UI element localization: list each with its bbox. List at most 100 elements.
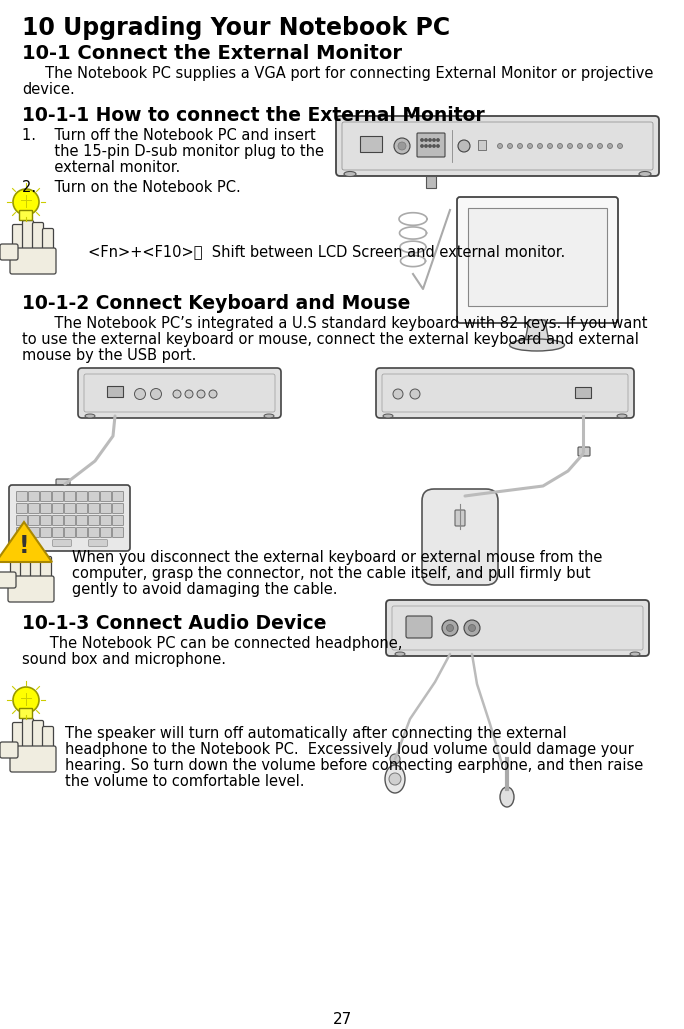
FancyBboxPatch shape <box>88 528 99 537</box>
Circle shape <box>497 143 503 148</box>
FancyBboxPatch shape <box>112 528 124 537</box>
Text: 10-1 Connect the External Monitor: 10-1 Connect the External Monitor <box>22 44 402 63</box>
FancyBboxPatch shape <box>406 616 432 638</box>
Ellipse shape <box>630 652 640 657</box>
Text: The Notebook PC’s integrated a U.S standard keyboard with 82 keys. If you want: The Notebook PC’s integrated a U.S stand… <box>22 316 648 331</box>
FancyBboxPatch shape <box>457 197 618 323</box>
FancyBboxPatch shape <box>455 510 465 526</box>
FancyBboxPatch shape <box>42 726 53 753</box>
Text: sound box and microphone.: sound box and microphone. <box>22 652 226 667</box>
FancyBboxPatch shape <box>40 492 51 501</box>
FancyBboxPatch shape <box>0 742 18 758</box>
Ellipse shape <box>344 172 356 177</box>
Circle shape <box>469 625 475 632</box>
FancyBboxPatch shape <box>112 492 124 501</box>
Circle shape <box>390 754 400 764</box>
Circle shape <box>173 390 181 398</box>
FancyBboxPatch shape <box>20 709 33 718</box>
Circle shape <box>508 143 512 148</box>
Circle shape <box>568 143 573 148</box>
FancyBboxPatch shape <box>53 528 64 537</box>
FancyBboxPatch shape <box>53 539 71 546</box>
Text: the 15-pin D-sub monitor plug to the: the 15-pin D-sub monitor plug to the <box>22 144 324 159</box>
Circle shape <box>185 390 193 398</box>
Circle shape <box>13 687 39 713</box>
FancyBboxPatch shape <box>422 489 498 586</box>
Circle shape <box>429 145 431 147</box>
FancyBboxPatch shape <box>10 746 56 772</box>
FancyBboxPatch shape <box>417 133 445 157</box>
Ellipse shape <box>385 765 405 793</box>
Circle shape <box>577 143 583 148</box>
Text: external monitor.: external monitor. <box>22 159 181 175</box>
Circle shape <box>442 620 458 636</box>
FancyBboxPatch shape <box>77 503 88 513</box>
Text: 2.    Turn on the Notebook PC.: 2. Turn on the Notebook PC. <box>22 180 241 196</box>
Circle shape <box>458 140 470 152</box>
Circle shape <box>398 142 406 150</box>
FancyBboxPatch shape <box>10 553 21 583</box>
Circle shape <box>425 145 428 147</box>
Text: computer, grasp the connector, not the cable itself, and pull firmly but: computer, grasp the connector, not the c… <box>72 566 590 581</box>
Ellipse shape <box>85 414 95 418</box>
FancyBboxPatch shape <box>16 516 27 526</box>
Circle shape <box>433 139 435 141</box>
FancyBboxPatch shape <box>29 503 40 513</box>
FancyBboxPatch shape <box>101 516 111 526</box>
Text: The Notebook PC supplies a VGA port for connecting External Monitor or projectiv: The Notebook PC supplies a VGA port for … <box>22 66 653 81</box>
FancyBboxPatch shape <box>29 492 40 501</box>
Circle shape <box>421 139 423 141</box>
Bar <box>468 208 607 306</box>
Text: mouse by the USB port.: mouse by the USB port. <box>22 348 196 363</box>
Circle shape <box>538 143 542 148</box>
Polygon shape <box>0 522 52 562</box>
Text: 1.    Turn off the Notebook PC and insert: 1. Turn off the Notebook PC and insert <box>22 128 316 143</box>
Circle shape <box>410 389 420 399</box>
Circle shape <box>150 389 161 399</box>
Text: device.: device. <box>22 82 75 97</box>
Text: The speaker will turn off automatically after connecting the external: The speaker will turn off automatically … <box>65 726 566 741</box>
FancyBboxPatch shape <box>64 528 75 537</box>
Circle shape <box>135 389 146 399</box>
FancyBboxPatch shape <box>77 492 88 501</box>
FancyBboxPatch shape <box>16 539 36 546</box>
FancyBboxPatch shape <box>40 528 51 537</box>
FancyBboxPatch shape <box>16 492 27 501</box>
FancyBboxPatch shape <box>31 551 42 583</box>
FancyBboxPatch shape <box>53 492 64 501</box>
FancyBboxPatch shape <box>29 528 40 537</box>
Circle shape <box>464 620 480 636</box>
Circle shape <box>437 145 439 147</box>
FancyBboxPatch shape <box>20 211 33 220</box>
Circle shape <box>437 139 439 141</box>
Circle shape <box>425 139 428 141</box>
FancyBboxPatch shape <box>40 557 51 583</box>
Circle shape <box>429 139 431 141</box>
FancyBboxPatch shape <box>112 503 124 513</box>
Text: gently to avoid damaging the cable.: gently to avoid damaging the cable. <box>72 582 337 597</box>
FancyBboxPatch shape <box>29 516 40 526</box>
Text: 27: 27 <box>332 1012 352 1027</box>
FancyBboxPatch shape <box>89 539 107 546</box>
Text: <Fn>+<F10>：  Shift between LCD Screen and external monitor.: <Fn>+<F10>： Shift between LCD Screen and… <box>65 244 565 259</box>
Text: 10-1-2 Connect Keyboard and Mouse: 10-1-2 Connect Keyboard and Mouse <box>22 294 410 313</box>
Circle shape <box>394 138 410 154</box>
Circle shape <box>598 143 603 148</box>
FancyBboxPatch shape <box>64 516 75 526</box>
Circle shape <box>607 143 612 148</box>
Circle shape <box>518 143 523 148</box>
Circle shape <box>527 143 533 148</box>
Text: !: ! <box>18 534 29 558</box>
Bar <box>426 176 436 188</box>
FancyBboxPatch shape <box>88 516 99 526</box>
FancyBboxPatch shape <box>56 480 70 489</box>
Ellipse shape <box>500 787 514 807</box>
FancyBboxPatch shape <box>336 116 659 176</box>
FancyBboxPatch shape <box>40 503 51 513</box>
Bar <box>478 140 486 150</box>
Text: the volume to comfortable level.: the volume to comfortable level. <box>65 774 304 789</box>
FancyBboxPatch shape <box>21 548 31 583</box>
FancyBboxPatch shape <box>8 576 54 602</box>
FancyBboxPatch shape <box>376 368 634 418</box>
FancyBboxPatch shape <box>12 722 23 753</box>
